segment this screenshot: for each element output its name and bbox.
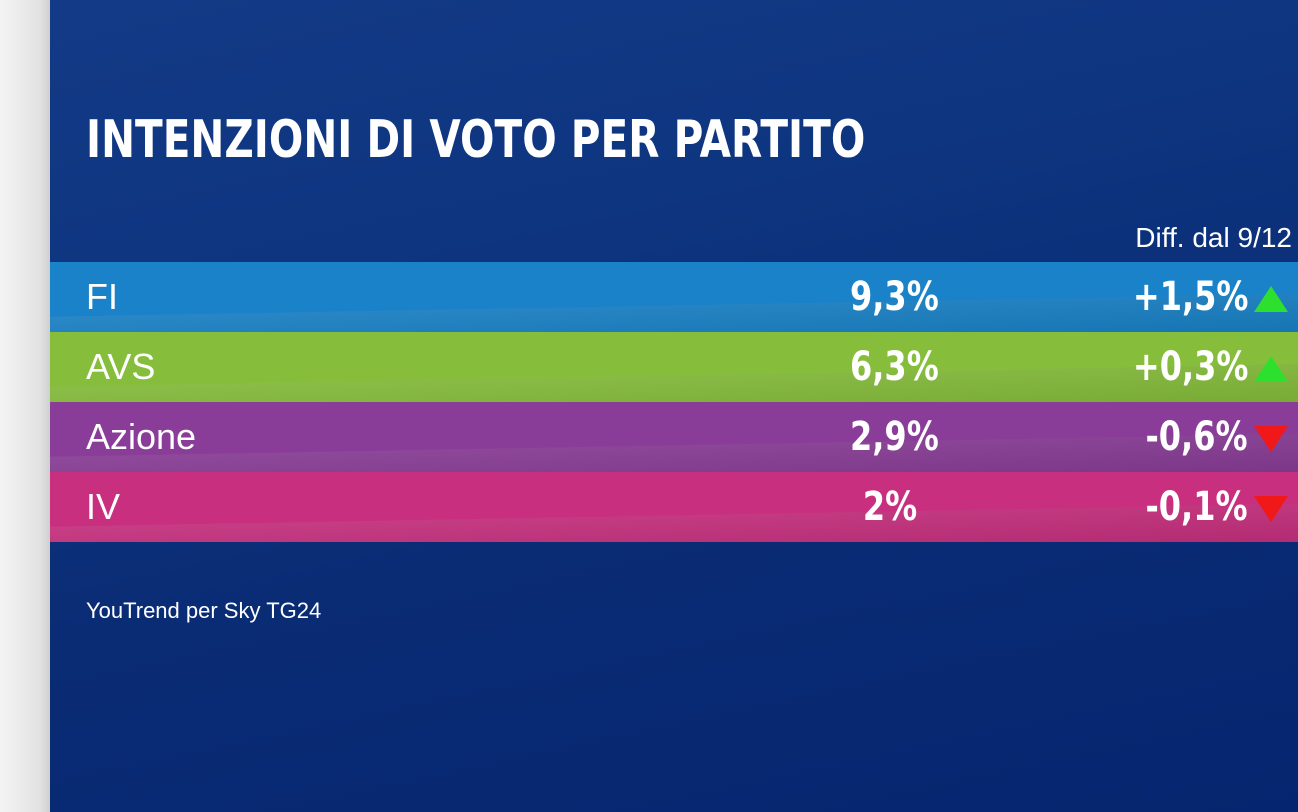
table-row: Azione 2,9% -0,6% xyxy=(50,402,1298,472)
triangle-down-icon xyxy=(1254,426,1288,452)
triangle-down-icon xyxy=(1254,496,1288,522)
table-row: IV 2% -0,1% xyxy=(50,472,1298,542)
party-name: Azione xyxy=(86,416,197,457)
table-row: FI 9,3% +1,5% xyxy=(50,262,1298,332)
chart-title: INTENZIONI DI VOTO PER PARTITO xyxy=(86,110,866,170)
diff-value: -0,1% xyxy=(1145,484,1248,530)
source-caption: YouTrend per Sky TG24 xyxy=(86,598,322,623)
triangle-up-icon xyxy=(1254,286,1288,312)
diff-column-header: Diff. dal 9/12 xyxy=(1135,222,1292,253)
party-name: FI xyxy=(86,276,118,317)
party-name: IV xyxy=(86,486,121,527)
party-name: AVS xyxy=(86,346,156,387)
triangle-up-icon xyxy=(1254,356,1288,382)
vote-share-value: 2,9% xyxy=(850,414,939,460)
party-table: FI 9,3% +1,5% AVS 6,3% +0,3% Azione 2,9%… xyxy=(50,262,1298,542)
vote-share-value: 6,3% xyxy=(850,344,939,390)
vote-share-value: 9,3% xyxy=(850,274,939,320)
left-margin xyxy=(0,0,50,812)
vote-share-value: 2% xyxy=(862,484,918,530)
diff-value: +0,3% xyxy=(1132,344,1248,390)
diff-value: -0,6% xyxy=(1145,414,1248,460)
table-row: AVS 6,3% +0,3% xyxy=(50,332,1298,402)
diff-value: +1,5% xyxy=(1132,274,1248,320)
